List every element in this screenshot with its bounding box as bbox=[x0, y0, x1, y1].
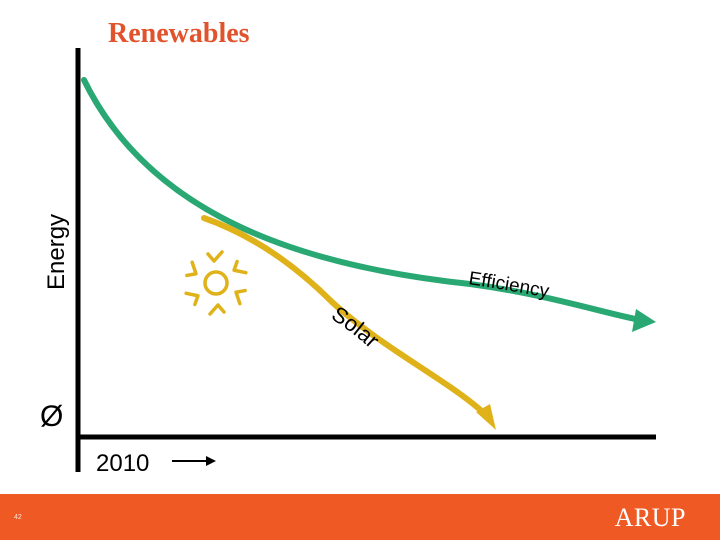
efficiency-curve bbox=[81, 77, 643, 323]
efficiency-label: Efficiency bbox=[467, 268, 551, 302]
solar-curve bbox=[201, 215, 488, 417]
slide-title: Renewables bbox=[108, 18, 250, 49]
page-number: 42 bbox=[14, 514, 22, 521]
x-axis-label: 2010 bbox=[96, 450, 149, 477]
sun-icon bbox=[184, 250, 248, 316]
y-axis-label: Energy bbox=[43, 214, 70, 290]
right-arrow-icon bbox=[172, 456, 216, 466]
footer-bar: 42 ARUP bbox=[0, 494, 720, 540]
efficiency-arrowhead bbox=[632, 309, 656, 332]
origin-label: Ø bbox=[40, 400, 63, 433]
solar-arrowhead bbox=[476, 404, 496, 430]
arup-logo: ARUP bbox=[614, 503, 686, 532]
